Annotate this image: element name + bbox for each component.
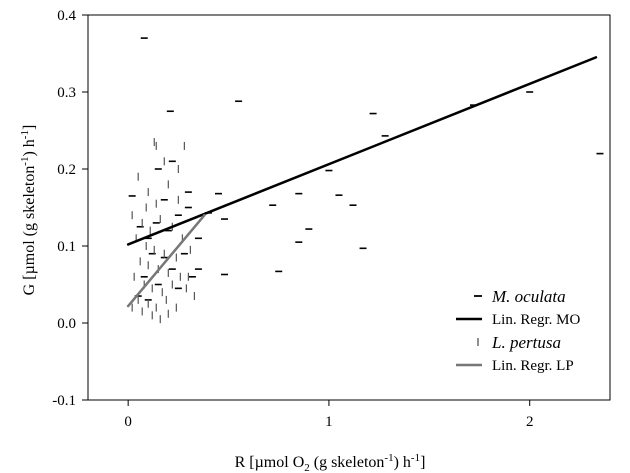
x-tick-label: 0 — [124, 414, 132, 430]
legend-mo-regression-label: Lin. Regr. MO — [492, 312, 580, 328]
xlabel-text: R [µmol O — [235, 454, 305, 471]
xlabel-superscript: -1 — [411, 452, 420, 464]
x-axis-label: R [µmol O2 (g skeleton-1) h-1] — [235, 452, 426, 473]
y-tick-label: 0.2 — [57, 162, 76, 178]
ylabel-text: ) h — [21, 139, 38, 156]
y-tick-label: 0.1 — [57, 239, 76, 255]
legend: M. oculata Lin. Regr. MO L. pertusa Lin. Re… — [456, 287, 580, 374]
y-axis-ticks: -0.1 0.0 0.1 0.2 0.3 0.4 — [52, 8, 88, 409]
legend-l-pertusa-label: L. pertusa — [491, 333, 561, 352]
xlabel-superscript: -1 — [384, 452, 393, 464]
xlabel-subscript: 2 — [304, 462, 310, 473]
legend-m-oculata-label: M. oculata — [491, 287, 566, 306]
xlabel-text: ) h — [394, 454, 411, 471]
ylabel-superscript: -1 — [19, 157, 31, 166]
x-tick-label: 1 — [325, 414, 333, 430]
x-axis-ticks: 0 1 2 — [124, 400, 533, 430]
plot-area-border — [87, 14, 611, 401]
regression-line-mo — [126, 56, 598, 246]
ylabel-superscript: -1 — [19, 130, 31, 139]
y-axis-label: G [µmol (g skeleton-1) h-1] — [19, 125, 38, 296]
regression-line-lp — [126, 213, 206, 308]
legend-lp-regression-label: Lin. Regr. LP — [492, 358, 574, 374]
plot-frame — [87, 14, 611, 401]
xlabel-text: ] — [420, 454, 425, 471]
xlabel-text: (g skeleton — [310, 454, 385, 471]
regression-lines — [126, 56, 598, 308]
ylabel-text: ] — [21, 125, 38, 130]
series-m-oculata-points — [128, 37, 604, 301]
y-tick-label: 0.4 — [57, 8, 76, 24]
ylabel-text: G [µmol (g skeleton — [21, 166, 38, 296]
y-tick-label: 0.3 — [57, 85, 76, 101]
y-tick-label: -0.1 — [52, 393, 76, 409]
y-tick-label: 0.0 — [57, 316, 76, 332]
x-tick-label: 2 — [526, 414, 534, 430]
